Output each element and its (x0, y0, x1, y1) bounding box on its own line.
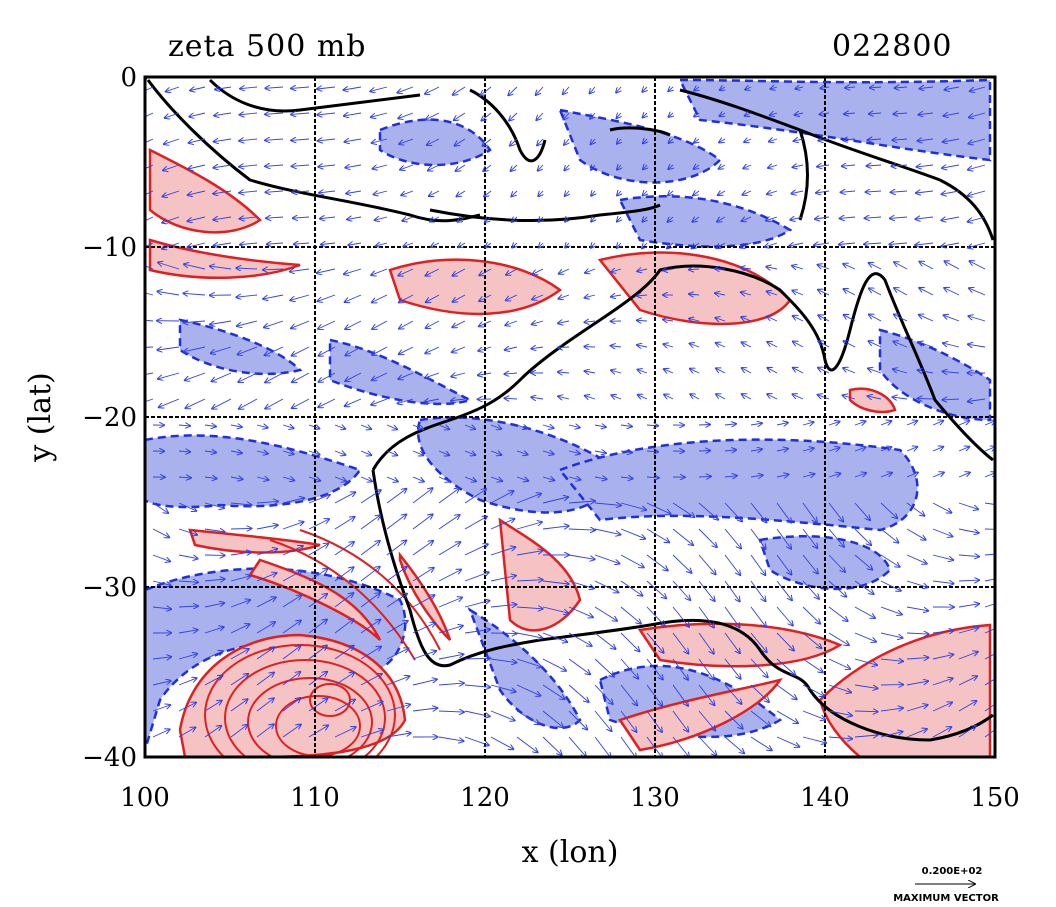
x-tick-label: 110 (290, 783, 340, 813)
plot-title: zeta 500 mb (168, 29, 367, 64)
wind-vector-arrow (918, 398, 934, 399)
x-tick-label: 100 (120, 783, 170, 813)
x-axis-label: x (lon) (522, 835, 619, 870)
y-tick-label: −20 (82, 403, 137, 433)
wind-vector-arrow (491, 633, 517, 634)
y-axis: 0 −10 −20 −30 −40 y (lat) (23, 63, 137, 773)
x-tick-label: 120 (460, 783, 510, 813)
vorticity-map-figure: zeta 500 mb 022800 (0, 0, 1056, 907)
wind-vector-arrow (231, 528, 251, 529)
x-tick-label: 140 (800, 783, 850, 813)
x-axis: 100 110 120 130 140 150 x (lon) (120, 783, 1020, 870)
y-axis-label: y (lat) (23, 372, 58, 462)
max-vector-label: MAXIMUM VECTOR (893, 893, 999, 904)
wind-vector-arrow (699, 476, 711, 477)
y-tick-label: −40 (82, 743, 137, 773)
wind-vector-arrow (689, 269, 699, 270)
y-tick-label: −30 (82, 573, 137, 603)
max-vector-value: 0.200E+02 (922, 866, 983, 877)
x-tick-label: 150 (970, 783, 1020, 813)
wind-vector-arrow (699, 425, 710, 426)
wind-vector-arrow (558, 347, 569, 348)
max-vector-legend: 0.200E+02 MAXIMUM VECTOR (893, 866, 999, 904)
y-tick-label: −10 (82, 233, 137, 263)
wind-vector-arrow (699, 451, 710, 452)
plot-area: EQ (131, 71, 1004, 785)
x-tick-label: 130 (630, 783, 680, 813)
y-tick-label: 0 (120, 63, 137, 93)
date-code: 022800 (832, 29, 953, 64)
